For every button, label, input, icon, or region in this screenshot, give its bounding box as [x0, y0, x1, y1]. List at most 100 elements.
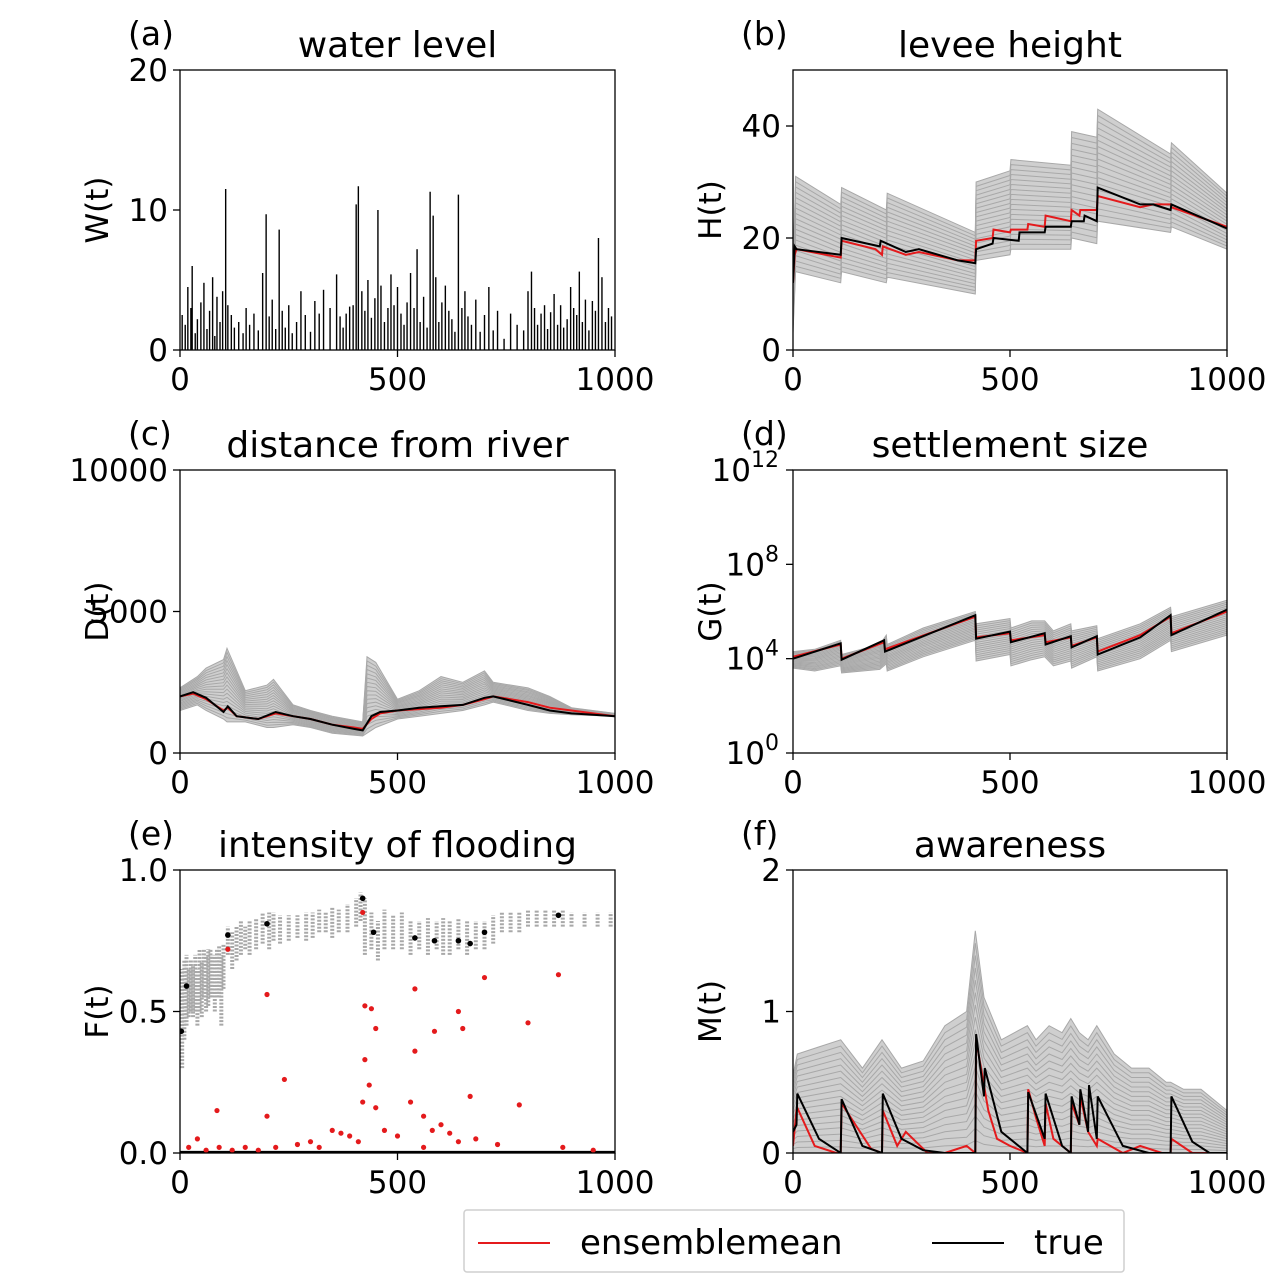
panel-title: settlement size — [872, 425, 1149, 466]
true-point — [467, 940, 473, 947]
ensemble-member-line — [793, 1017, 1227, 1128]
y-tick-label: 10 — [129, 193, 168, 229]
ensemble-member-line — [793, 630, 1227, 672]
true-point — [412, 935, 418, 941]
y-tick-label: 1.0 — [119, 853, 168, 889]
ensemble-member-line — [793, 1029, 1227, 1130]
ensemble-mean-line — [793, 1039, 1227, 1153]
plot-area-levee-height — [793, 108, 1227, 334]
mean-point — [590, 1147, 596, 1153]
y-tick-label: 1 — [761, 995, 781, 1031]
mean-point — [362, 1003, 368, 1009]
true-point — [264, 920, 270, 927]
mean-point — [460, 1025, 466, 1032]
y-axis-label: G(t) — [693, 581, 729, 641]
y-tick-label: 104 — [726, 637, 779, 678]
panel-letter: (f) — [741, 814, 778, 853]
y-tick-label: 20 — [129, 53, 168, 89]
panel-title: distance from river — [226, 425, 568, 466]
true-point — [359, 895, 366, 902]
y-tick-label: 0 — [148, 333, 168, 369]
ensemble-member-line — [180, 700, 615, 736]
y-tick-label: 10000 — [69, 453, 168, 489]
legend-box — [463, 1209, 1125, 1273]
mean-point — [481, 974, 488, 981]
y-tick-label: 5000 — [89, 595, 168, 631]
mean-point — [438, 1122, 444, 1128]
mean-point — [366, 1082, 372, 1088]
ensemble-member-line — [793, 992, 1227, 1123]
mean-point — [203, 1147, 209, 1153]
ensemble-member-line — [793, 1102, 1227, 1145]
panel-letter: (e) — [128, 814, 174, 853]
mean-point — [294, 1141, 301, 1148]
mean-point — [264, 1113, 270, 1119]
plot-area-water-level — [181, 186, 613, 350]
mean-point — [407, 1099, 414, 1105]
x-tick-label: 500 — [368, 362, 427, 398]
true-point — [225, 932, 231, 938]
plot-area-awareness — [793, 930, 1227, 1153]
plot-area-settlement-size — [793, 599, 1227, 674]
mean-point — [214, 1107, 220, 1114]
ensemble-member-line — [793, 1004, 1227, 1126]
mean-point — [421, 1113, 427, 1119]
mean-point — [373, 1105, 379, 1111]
ensemble-member-line — [180, 701, 615, 737]
ensemble-member-line — [793, 632, 1227, 673]
ensemble-member-line — [793, 1052, 1227, 1135]
true-line — [180, 691, 615, 732]
ensemble-member-line — [793, 628, 1227, 671]
mean-point — [467, 1093, 473, 1099]
true-point — [555, 912, 562, 919]
panel-title: levee height — [898, 25, 1122, 66]
ensemble-member-line — [793, 943, 1227, 1114]
y-tick-label: 0 — [148, 736, 168, 772]
mean-point — [307, 1139, 314, 1145]
x-tick-label: 1000 — [1188, 362, 1267, 398]
x-tick-label: 0 — [783, 1165, 803, 1201]
y-tick-label: 1012 — [712, 448, 779, 489]
mean-point — [329, 1127, 335, 1133]
legend-label-true: true — [1034, 1223, 1104, 1263]
ensemble-member-line — [793, 624, 1227, 669]
mean-point — [455, 1008, 461, 1015]
x-tick-label: 500 — [368, 765, 427, 801]
mean-point — [362, 1057, 368, 1063]
ensemble-member-line — [180, 696, 615, 734]
mean-point — [447, 1130, 453, 1136]
x-tick-label: 1000 — [576, 1165, 655, 1201]
mean-point — [186, 1144, 192, 1150]
ensemble-member-line — [793, 1127, 1227, 1149]
panel-letter: (d) — [741, 414, 788, 453]
x-tick-label: 500 — [980, 362, 1039, 398]
mean-point — [431, 1028, 438, 1034]
true-point — [180, 1028, 185, 1035]
mean-point — [429, 1127, 435, 1133]
panel-awareness: 0 500 1000 0 1 2 M(t) awareness (f) — [693, 814, 1266, 1201]
mean-point — [242, 1144, 248, 1150]
mean-point — [473, 1136, 479, 1142]
y-axis-label: W(t) — [80, 177, 116, 244]
mean-point — [316, 1144, 322, 1150]
y-axis-label: H(t) — [693, 180, 729, 240]
y-tick-label: 40 — [742, 109, 781, 145]
mean-point — [494, 1141, 501, 1148]
mean-point — [455, 1139, 461, 1145]
ensemble-member-line — [793, 1064, 1227, 1137]
mean-point — [412, 986, 418, 992]
mean-point — [264, 991, 270, 998]
y-tick-label: 0.5 — [119, 995, 168, 1031]
y-tick-label: 0 — [761, 333, 781, 369]
mean-point — [394, 1133, 401, 1139]
x-tick-label: 0 — [783, 362, 803, 398]
mean-point — [525, 1020, 531, 1026]
ensemble-member-line — [793, 967, 1227, 1119]
mean-point — [347, 1133, 353, 1139]
plot-area-distance-from-river — [180, 646, 615, 737]
mean-point — [373, 1025, 379, 1032]
ensemble-member-line — [793, 634, 1227, 674]
y-tick-label: 2 — [761, 853, 781, 889]
panel-settlement-size: 0 500 1000 100 104 108 1012 G(t) settlement size… — [693, 414, 1266, 801]
